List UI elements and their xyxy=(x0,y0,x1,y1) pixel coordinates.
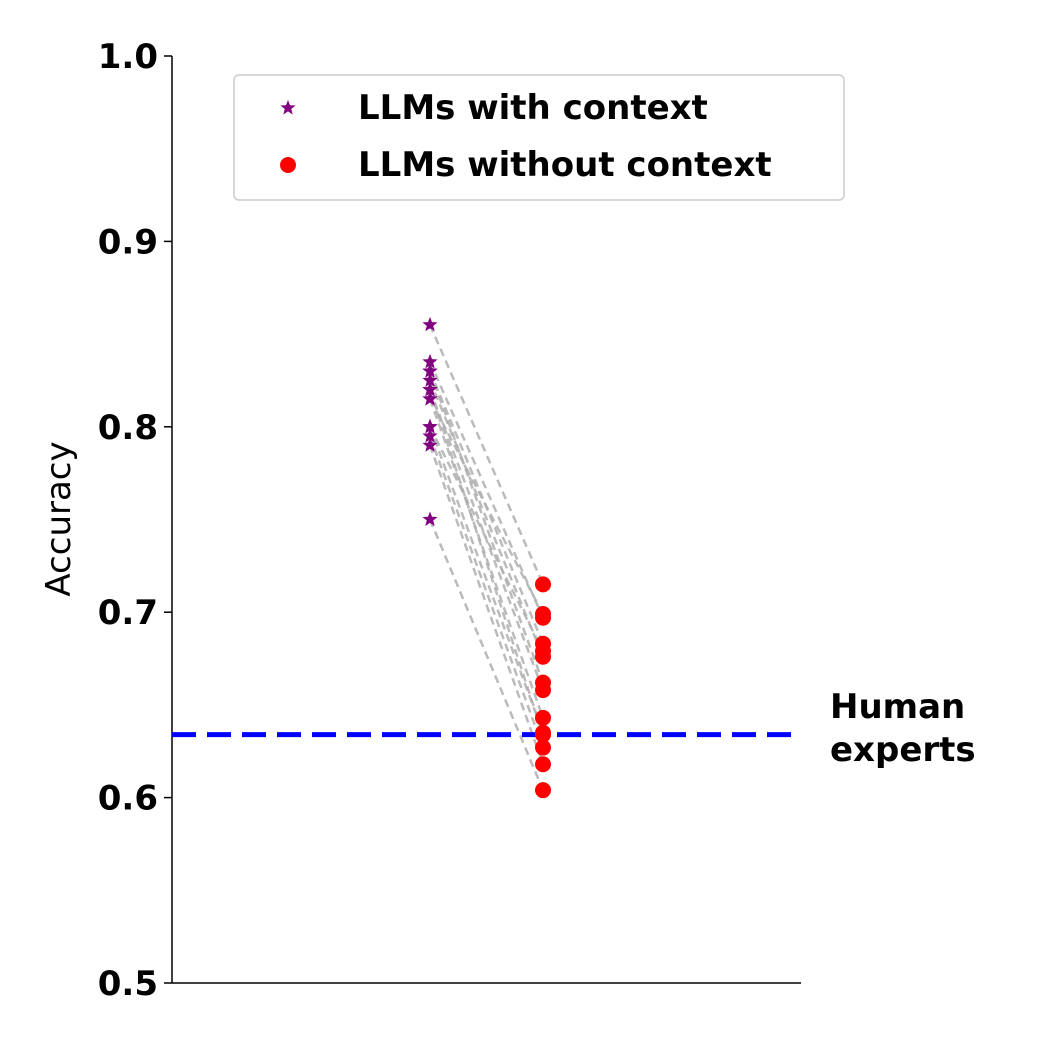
legend-frame xyxy=(233,74,845,201)
point-without-context xyxy=(535,576,551,593)
point-without-context xyxy=(535,756,551,773)
connector-line xyxy=(428,370,545,684)
connector-line xyxy=(428,398,545,615)
connector-line xyxy=(428,379,545,658)
point-with-context xyxy=(422,363,438,378)
point-with-context xyxy=(422,428,438,443)
y-tick-label: 0.6 xyxy=(98,779,158,819)
legend-marker-with-context xyxy=(280,100,296,115)
reference-label-line2: experts xyxy=(830,730,976,770)
point-with-context xyxy=(422,437,438,452)
point-with-context xyxy=(422,390,438,406)
connector-line xyxy=(428,324,545,585)
point-without-context xyxy=(535,674,551,691)
connector-line xyxy=(428,426,545,652)
point-with-context xyxy=(422,418,438,434)
reference-label-line1: Human xyxy=(830,687,965,727)
point-with-context xyxy=(422,353,438,369)
connector-line xyxy=(428,519,545,791)
legend-star-icon xyxy=(280,100,296,115)
point-without-context xyxy=(535,739,551,756)
y-tick-label: 0.8 xyxy=(98,408,158,448)
legend-circle-icon xyxy=(280,157,296,173)
point-with-context xyxy=(422,372,438,387)
y-tick-label: 0.7 xyxy=(98,593,158,633)
y-tick-label: 0.9 xyxy=(98,222,158,262)
connector-line xyxy=(428,389,545,735)
legend-label-with-context: LLMs with context xyxy=(358,88,708,128)
y-axis-label: Accuracy xyxy=(39,441,79,596)
connector-line xyxy=(428,435,545,748)
connector-line xyxy=(428,444,545,765)
point-with-context xyxy=(422,511,438,526)
point-without-context xyxy=(535,709,551,726)
point-without-context xyxy=(535,606,551,623)
connector-line xyxy=(428,426,545,734)
connector-line xyxy=(428,398,545,719)
point-without-context xyxy=(535,643,551,660)
y-tick-label: 1.0 xyxy=(98,37,158,77)
y-tick-label: 0.5 xyxy=(98,964,158,1004)
data-points xyxy=(422,316,551,799)
point-without-context xyxy=(535,726,551,743)
connector-lines xyxy=(428,324,545,791)
connector-line xyxy=(428,389,545,691)
point-with-context xyxy=(422,381,438,397)
legend-marker-without-context xyxy=(280,157,296,173)
y-axis: 0.5 0.6 0.7 0.8 0.9 1.0 xyxy=(98,37,801,1004)
legend: LLMs with context LLMs without context xyxy=(233,74,845,201)
legend-label-without-context: LLMs without context xyxy=(358,145,772,185)
connector-line xyxy=(428,361,545,619)
point-without-context xyxy=(535,782,551,799)
point-with-context xyxy=(422,316,438,332)
